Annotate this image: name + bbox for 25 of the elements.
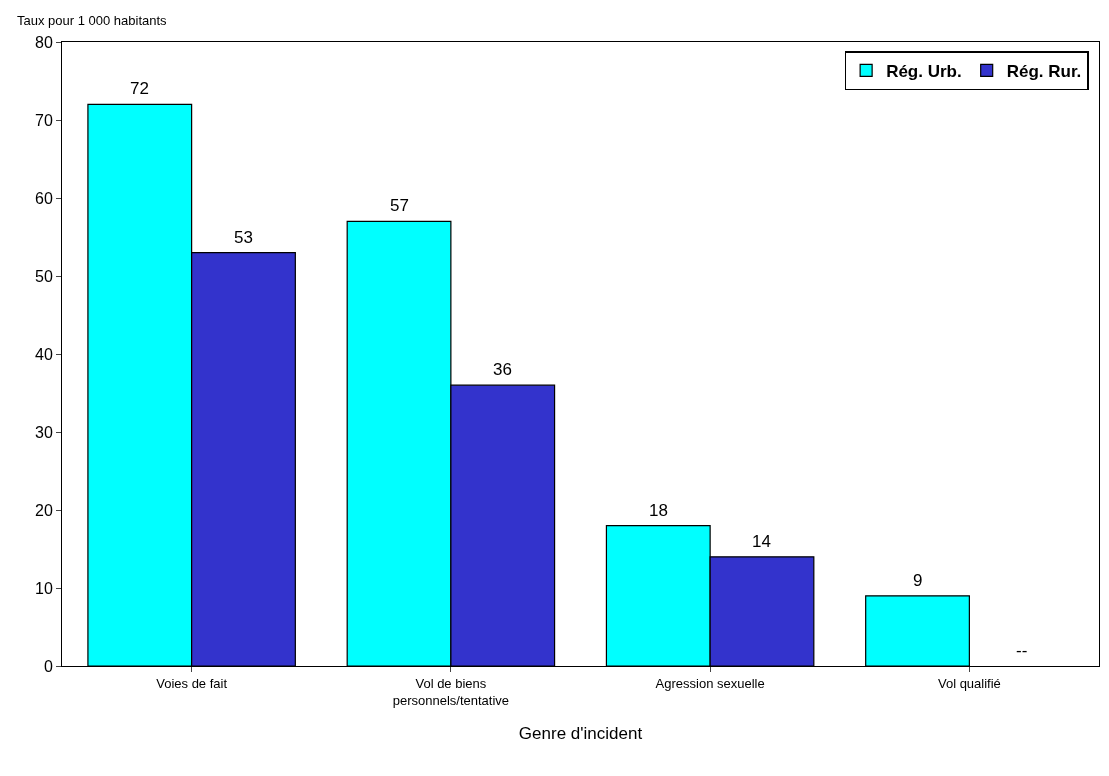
y-tick-label: 20 [35,501,53,519]
data-label: 57 [390,196,409,215]
data-label: 72 [130,79,149,98]
y-tick-label: 40 [35,345,53,363]
x-tick-label: Voies de fait [156,675,228,691]
y-tick-label: 50 [35,267,53,285]
y-tick-label: 60 [35,189,53,207]
y-tick-label: 10 [35,579,53,597]
data-label: 36 [493,360,512,379]
y-tick-label: 70 [35,111,53,129]
x-tick-label: Vol de biens personnels/tentative [392,675,510,708]
x-tick-label: Vol qualifié [937,675,1001,691]
data-label: 18 [649,501,668,520]
data-label: 14 [752,532,771,551]
x-axis-title: Genre d'incident [518,723,643,743]
data-label: 9 [913,571,923,590]
text: -- [1016,641,1028,660]
legend-label: Rég. Urb. [886,62,962,82]
y-tick-label: 0 [43,657,53,675]
y-tick-label: 80 [35,33,53,51]
y-tick-label: 30 [35,423,53,441]
x-tick-label: Agression sexuelle [655,675,765,691]
data-label: 53 [234,228,253,247]
y-axis-title: Taux pour 1 000 habitants [17,13,168,28]
legend-label: Rég. Rur. [1006,62,1082,82]
